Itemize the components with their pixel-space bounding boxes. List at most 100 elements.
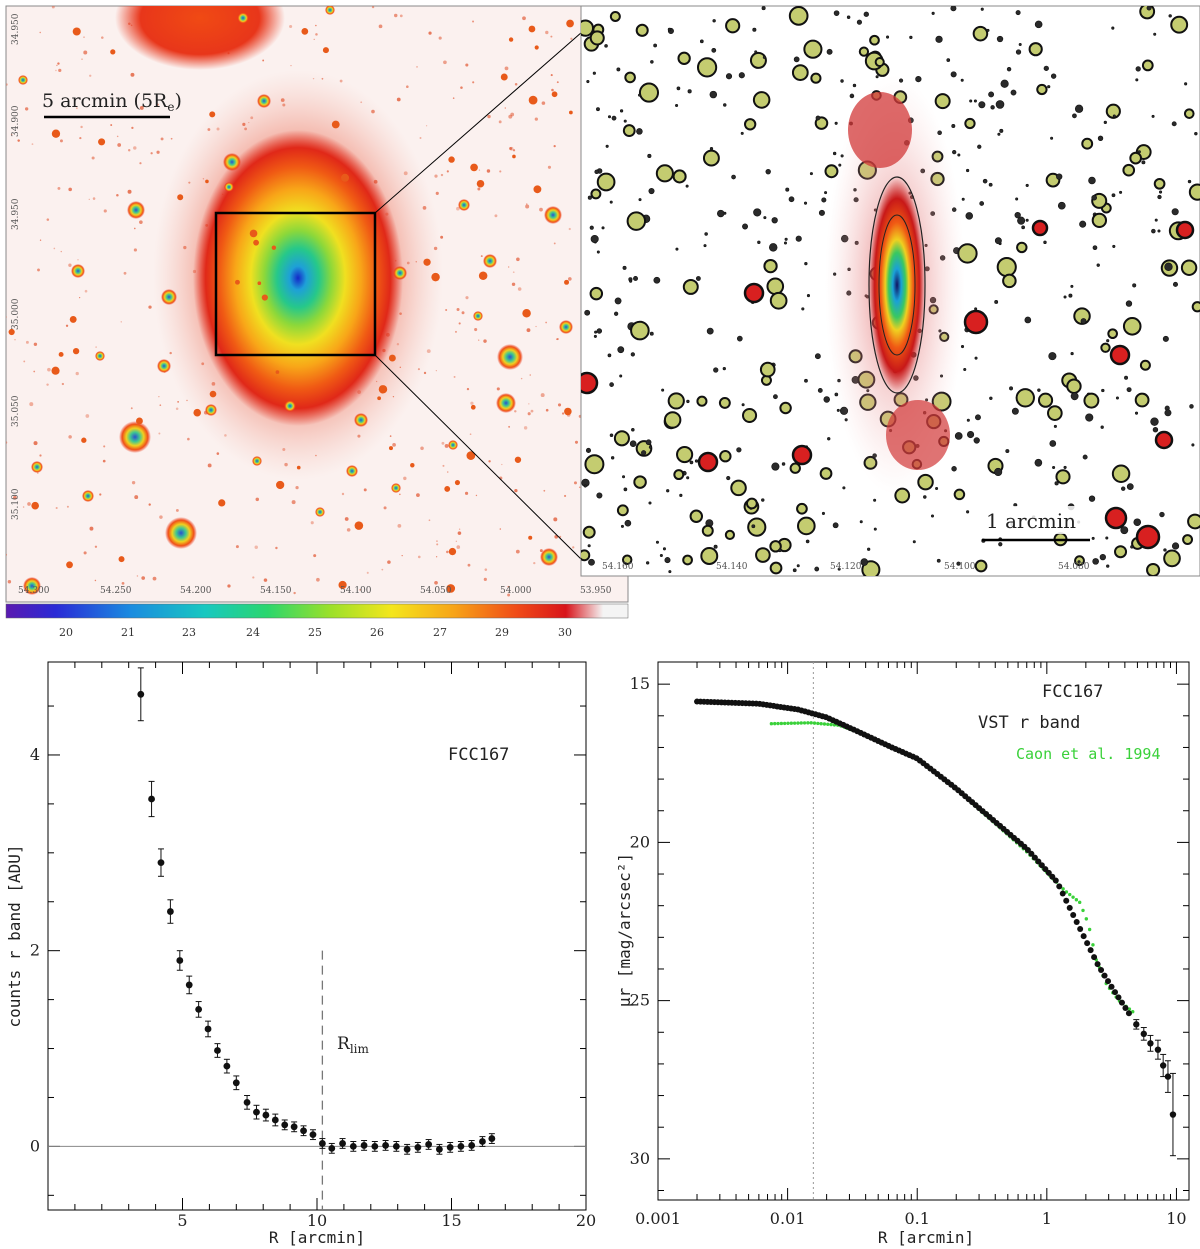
sb-x-axis-label: R [arcmin] xyxy=(878,1228,974,1247)
zoom-point-source xyxy=(821,511,825,515)
zoom-point-source xyxy=(966,510,970,514)
background-speck xyxy=(446,550,449,554)
faint-source xyxy=(528,535,533,540)
background-speck xyxy=(508,425,511,428)
zoom-point-source xyxy=(951,466,957,472)
background-speck xyxy=(263,578,268,582)
zoom-point-source xyxy=(712,19,716,23)
background-speck xyxy=(455,330,457,333)
ra-tick-label: 54.250 xyxy=(100,586,132,596)
faint-source xyxy=(51,366,60,375)
zoom-point-source xyxy=(629,279,633,283)
background-speck xyxy=(139,105,144,110)
zoom-point-source xyxy=(596,328,603,334)
zoom-point-source xyxy=(960,78,964,82)
background-speck xyxy=(60,250,62,253)
zoom-point-source xyxy=(818,209,825,216)
faint-source xyxy=(110,49,116,55)
zoom-point-source xyxy=(1050,136,1054,140)
background-speck xyxy=(56,64,58,67)
point-source xyxy=(71,264,85,278)
vst-tail-point xyxy=(1133,1021,1140,1028)
background-speck xyxy=(79,136,82,140)
zoom-connector-bottom xyxy=(374,354,583,561)
faint-source xyxy=(331,120,340,129)
zoom-point-source xyxy=(686,399,690,404)
zoom-point-source xyxy=(1191,301,1200,313)
background-speck xyxy=(139,162,142,165)
zoom-point-source xyxy=(1121,486,1126,491)
zoom-point-source xyxy=(849,93,855,99)
sb-legend-caon: Caon et al. 1994 xyxy=(1016,745,1161,763)
background-speck xyxy=(116,193,119,197)
zoom-point-source xyxy=(1141,59,1154,72)
dec-tick-label: 34.950 xyxy=(11,13,21,45)
background-speck xyxy=(177,401,179,403)
zoom-point-source xyxy=(1158,190,1163,194)
background-speck xyxy=(419,137,422,139)
background-speck xyxy=(85,414,90,418)
background-speck xyxy=(507,585,510,588)
background-speck xyxy=(133,146,137,150)
surface-brightness-chart: 0.001 0.01 0.1 1 10 15 20 25 30 FCC167 VST r ban… xyxy=(615,661,1190,1247)
zoom-point-source xyxy=(1034,458,1043,467)
zoom-point-source xyxy=(996,256,1017,278)
background-speck xyxy=(130,72,135,77)
zoom-point-source xyxy=(795,235,802,242)
data-point xyxy=(371,1142,379,1150)
zoom-point-source xyxy=(1100,425,1104,429)
background-speck xyxy=(110,124,113,127)
zoom-point-source xyxy=(1092,558,1099,565)
background-speck xyxy=(467,563,471,567)
zoom-point-source xyxy=(788,6,809,26)
point-source xyxy=(393,266,407,280)
zoom-point-source xyxy=(809,172,813,176)
zoom-point-source xyxy=(590,188,602,200)
zoom-point-source xyxy=(965,212,973,220)
background-speck xyxy=(83,551,87,555)
zoom-point-source xyxy=(696,395,708,407)
zoom-point-source xyxy=(973,437,980,444)
background-speck xyxy=(160,137,164,141)
background-speck xyxy=(486,169,491,173)
background-speck xyxy=(68,435,72,439)
zoom-point-source xyxy=(703,244,707,248)
zoom-point-source xyxy=(1157,194,1162,200)
background-speck xyxy=(425,125,428,127)
zoom-point-source xyxy=(1009,386,1013,391)
zoom-point-source xyxy=(974,559,988,573)
data-point xyxy=(425,1141,433,1148)
background-speck xyxy=(464,491,469,495)
zoom-point-source xyxy=(1191,443,1195,447)
caon-point xyxy=(1077,900,1082,905)
zoom-point-source xyxy=(873,527,877,531)
zoom-point-source xyxy=(1017,216,1026,225)
zoom-point-source xyxy=(742,407,758,424)
faint-source xyxy=(136,417,143,425)
zoom-point-source xyxy=(793,56,800,63)
zoom-point-source xyxy=(974,356,978,360)
data-point xyxy=(232,1079,240,1087)
caon-point xyxy=(816,721,820,726)
background-speck xyxy=(557,403,562,407)
zoom-point-source xyxy=(723,103,727,107)
zoom-point-source xyxy=(699,39,704,44)
zoom-point-source xyxy=(995,100,1005,109)
background-speck xyxy=(88,198,90,201)
background-speck xyxy=(533,561,536,565)
zoom-scale-label-backdrop xyxy=(976,506,1092,534)
zoom-point-source xyxy=(638,93,642,97)
background-speck xyxy=(440,173,444,177)
zoom-point-source xyxy=(753,208,762,217)
zoom-point-source xyxy=(1163,549,1181,568)
background-speck xyxy=(528,403,530,405)
zoom-point-source xyxy=(738,72,745,79)
zoom-point-source xyxy=(655,164,674,183)
background-speck xyxy=(99,493,102,496)
zoom-bright-source xyxy=(1154,430,1174,450)
point-source xyxy=(473,311,483,321)
zoom-point-source xyxy=(611,115,617,121)
zoom-point-source xyxy=(1194,131,1198,136)
ra-tick-label: 54.100 xyxy=(340,586,372,596)
zoom-point-source xyxy=(687,89,692,94)
